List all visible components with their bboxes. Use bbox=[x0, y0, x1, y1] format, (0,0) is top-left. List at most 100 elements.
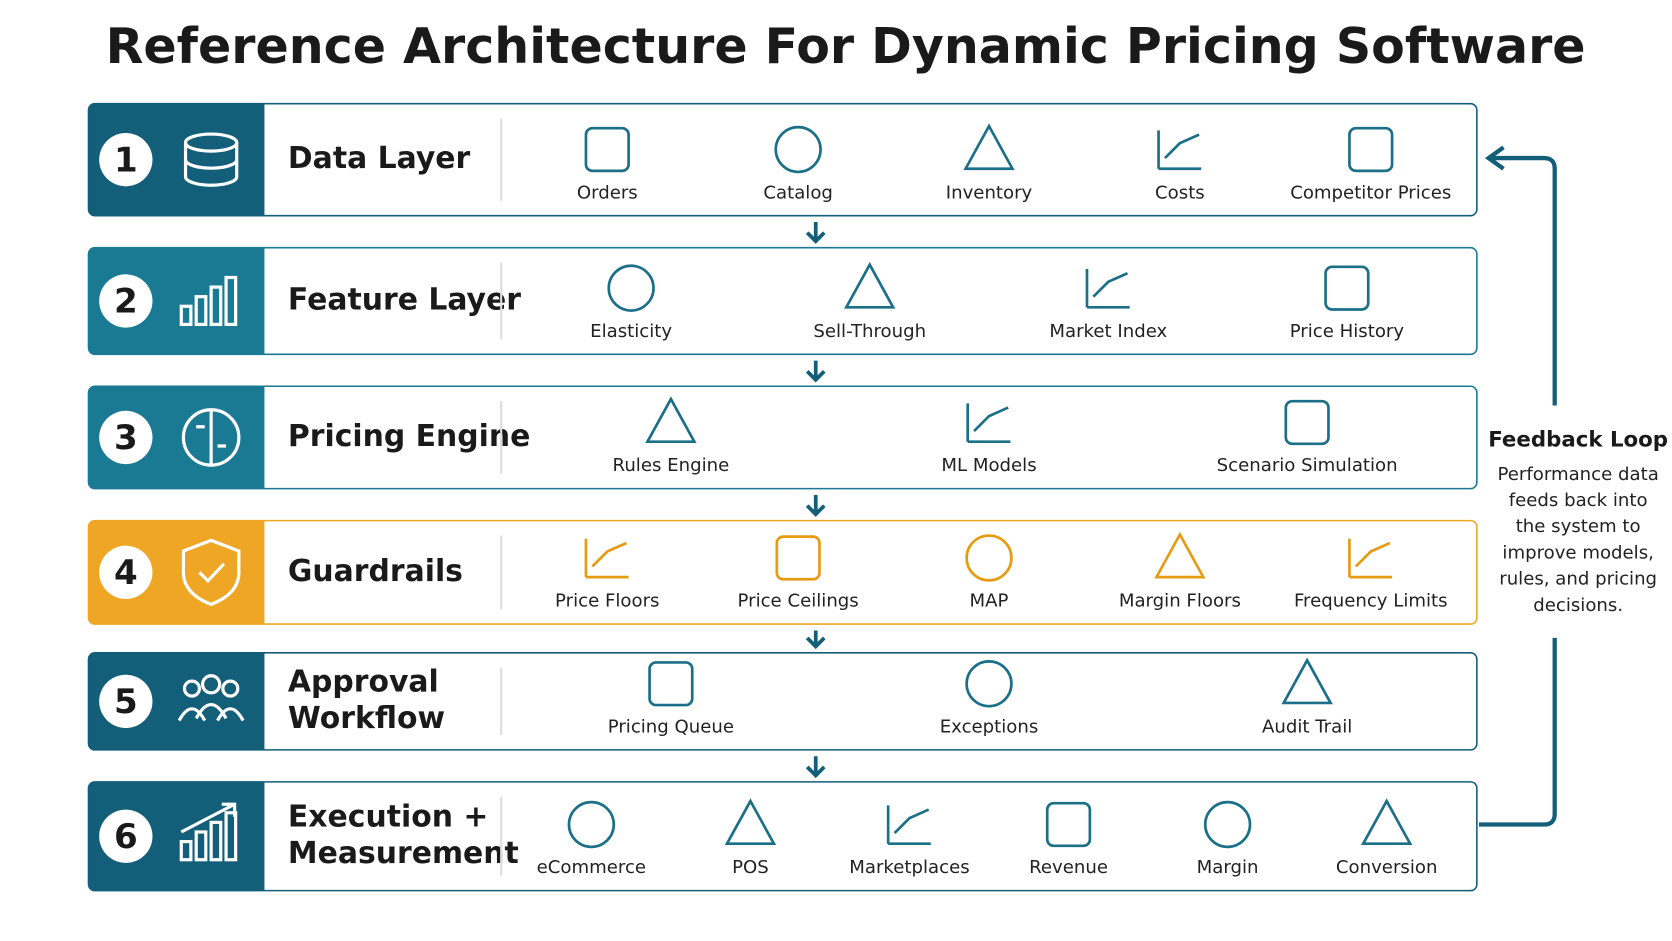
feedback-text: improve models, bbox=[1502, 542, 1654, 563]
icon bbox=[177, 707, 207, 722]
layer-block bbox=[88, 247, 265, 355]
item-label: Margin bbox=[1197, 857, 1259, 878]
item-icon bbox=[965, 534, 1013, 582]
item-icon bbox=[1284, 399, 1330, 446]
item-icon bbox=[584, 538, 629, 579]
flow-arrow bbox=[805, 495, 826, 517]
icon bbox=[216, 707, 245, 722]
item-label: Price History bbox=[1290, 321, 1405, 342]
item-label: ML Models bbox=[941, 455, 1036, 476]
item-label: Orders bbox=[577, 182, 638, 203]
feedback-title: Feedback Loop bbox=[1488, 428, 1668, 453]
layer-number: 1 bbox=[114, 140, 138, 180]
icon bbox=[221, 679, 240, 698]
layer-name: Feature Layer bbox=[288, 282, 521, 317]
item-icon bbox=[1281, 657, 1333, 705]
item-label: Frequency Limits bbox=[1294, 591, 1448, 612]
item-icon bbox=[775, 535, 821, 581]
item-label: Audit Trail bbox=[1262, 716, 1352, 737]
feedback-text: feeds back into bbox=[1509, 490, 1648, 511]
number-badge bbox=[99, 133, 153, 187]
flow-arrow bbox=[805, 360, 826, 383]
item-label: Rules Engine bbox=[613, 455, 730, 476]
item-icon bbox=[1348, 126, 1394, 173]
number-badge bbox=[99, 545, 153, 599]
item-icon bbox=[1360, 798, 1413, 846]
layer-name: Data Layer bbox=[288, 141, 471, 176]
layer-number: 3 bbox=[114, 418, 138, 458]
item-icon bbox=[648, 661, 694, 707]
item-label: Competitor Prices bbox=[1290, 182, 1451, 203]
number-badge bbox=[99, 274, 153, 328]
item-label: Costs bbox=[1155, 182, 1205, 203]
item-icon bbox=[965, 660, 1013, 708]
number-badge bbox=[99, 809, 153, 863]
layer-name: Approval bbox=[288, 665, 439, 700]
title: Reference Architecture For Dynamic Prici… bbox=[106, 17, 1586, 75]
feedback-arrow bbox=[1478, 155, 1557, 827]
feedback-text: rules, and pricing bbox=[1499, 569, 1657, 590]
icon bbox=[181, 538, 241, 607]
item-icon bbox=[724, 798, 777, 846]
icon bbox=[224, 275, 238, 327]
item-label: Price Ceilings bbox=[738, 591, 859, 612]
item-icon bbox=[567, 800, 616, 849]
layer-number: 4 bbox=[114, 553, 138, 593]
number-badge bbox=[99, 674, 153, 729]
layer-number: 6 bbox=[114, 817, 138, 857]
feedback-text: the system to bbox=[1516, 516, 1641, 537]
item-icon bbox=[963, 123, 1015, 171]
item-label: MAP bbox=[970, 591, 1009, 612]
layer-name: Execution + bbox=[288, 800, 488, 835]
icon bbox=[224, 811, 238, 862]
layer-name: Workflow bbox=[288, 701, 445, 736]
icon bbox=[183, 142, 239, 187]
feedback-text: Performance data bbox=[1498, 464, 1659, 485]
number-badge bbox=[99, 410, 153, 465]
item-label: POS bbox=[732, 857, 769, 878]
item-icon bbox=[1203, 800, 1252, 849]
item-icon bbox=[607, 264, 655, 312]
item-label: Pricing Queue bbox=[608, 716, 734, 737]
item-label: Sell-Through bbox=[813, 321, 926, 342]
icon bbox=[194, 830, 208, 862]
layer-name: Measurement bbox=[288, 836, 519, 871]
item-icon bbox=[1154, 531, 1206, 579]
item-icon bbox=[966, 403, 1011, 444]
layer-block bbox=[88, 103, 265, 216]
item-label: Conversion bbox=[1336, 857, 1438, 878]
icon bbox=[179, 839, 193, 862]
icon bbox=[180, 802, 237, 834]
feedback-text: decisions. bbox=[1533, 595, 1623, 616]
item-icon bbox=[1085, 268, 1130, 309]
flow-arrow bbox=[805, 630, 826, 650]
icon bbox=[196, 409, 227, 466]
item-label: Elasticity bbox=[590, 321, 672, 342]
item-icon bbox=[1324, 265, 1370, 311]
flow-arrow bbox=[805, 756, 826, 779]
layer-block bbox=[88, 781, 265, 891]
item-label: Marketplaces bbox=[849, 857, 969, 878]
item-icon bbox=[645, 396, 697, 444]
layer-name: Guardrails bbox=[288, 554, 463, 589]
item-icon bbox=[774, 125, 822, 174]
item-label: Revenue bbox=[1029, 857, 1108, 878]
item-label: Inventory bbox=[946, 182, 1033, 203]
icon bbox=[194, 295, 208, 327]
layer-number: 5 bbox=[114, 682, 138, 722]
icon bbox=[182, 679, 202, 698]
item-label: eCommerce bbox=[537, 857, 646, 878]
item-icon bbox=[1348, 538, 1393, 579]
item-label: Exceptions bbox=[940, 716, 1039, 737]
layer-name: Pricing Engine bbox=[288, 419, 530, 454]
item-icon bbox=[584, 126, 630, 173]
feedback-arrowhead bbox=[1484, 145, 1505, 171]
item-label: Price Floors bbox=[555, 591, 659, 612]
icon bbox=[201, 674, 222, 695]
item-label: Margin Floors bbox=[1119, 591, 1241, 612]
item-icon bbox=[886, 805, 931, 846]
flow-arrow bbox=[805, 222, 826, 244]
item-icon bbox=[1157, 130, 1202, 171]
item-label: Scenario Simulation bbox=[1217, 455, 1398, 476]
